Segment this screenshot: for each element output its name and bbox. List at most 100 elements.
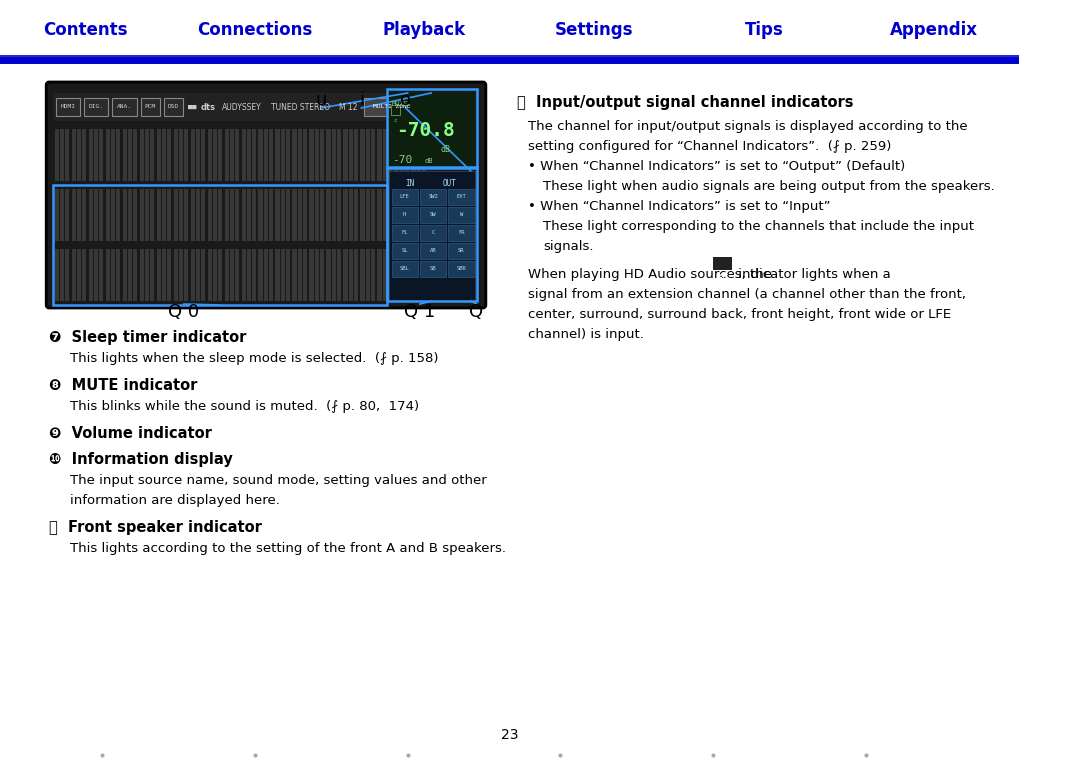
Bar <box>65 129 69 181</box>
Bar <box>89 129 93 181</box>
Bar <box>94 249 98 301</box>
Bar <box>65 189 69 241</box>
Bar <box>139 129 144 181</box>
Bar <box>99 129 104 181</box>
Bar <box>207 129 212 181</box>
Text: C: C <box>431 231 434 235</box>
Bar <box>275 189 280 241</box>
FancyBboxPatch shape <box>46 82 486 308</box>
Bar <box>167 129 172 181</box>
Bar <box>713 257 732 270</box>
Bar <box>56 98 80 116</box>
Bar <box>411 129 416 181</box>
Bar <box>99 189 104 241</box>
Bar <box>218 189 222 241</box>
Bar <box>106 189 110 241</box>
Bar <box>89 249 93 301</box>
Bar <box>190 249 194 301</box>
Text: MUTE: MUTE <box>392 101 408 107</box>
Bar <box>349 189 353 241</box>
Text: • When “Channel Indicators” is set to “Output” (Default): • When “Channel Indicators” is set to “O… <box>528 160 905 173</box>
Bar <box>361 129 365 181</box>
Bar <box>167 249 172 301</box>
Bar <box>370 189 375 241</box>
Bar <box>213 249 217 301</box>
Bar <box>293 189 297 241</box>
Bar <box>382 129 387 181</box>
Bar <box>235 189 239 241</box>
Bar <box>99 249 104 301</box>
Bar <box>242 129 246 181</box>
Bar <box>314 249 319 301</box>
Text: -70: -70 <box>392 155 413 165</box>
Bar <box>448 189 474 205</box>
Text: The input source name, sound mode, setting values and other: The input source name, sound mode, setti… <box>70 474 487 487</box>
Bar <box>164 98 183 116</box>
Bar <box>174 129 178 181</box>
Bar <box>252 249 256 301</box>
Bar <box>71 129 76 181</box>
Text: ❾  Volume indicator: ❾ Volume indicator <box>49 426 212 441</box>
Text: z: z <box>393 117 397 123</box>
Bar <box>275 249 280 301</box>
Bar <box>392 243 418 259</box>
Bar <box>392 189 418 205</box>
Text: SW: SW <box>430 212 436 218</box>
Bar <box>123 249 126 301</box>
Bar <box>298 129 302 181</box>
Bar <box>167 189 172 241</box>
Bar <box>264 129 268 181</box>
Bar <box>195 249 200 301</box>
Text: Contents: Contents <box>42 21 127 39</box>
Bar <box>382 189 387 241</box>
Bar <box>150 189 154 241</box>
Text: SB: SB <box>430 266 436 272</box>
Text: DIG.: DIG. <box>89 104 104 110</box>
Bar <box>225 189 229 241</box>
Bar <box>230 189 234 241</box>
Text: ❿  Information display: ❿ Information display <box>49 452 233 467</box>
Bar <box>326 129 330 181</box>
Text: ❼  Sleep timer indicator: ❼ Sleep timer indicator <box>49 330 246 345</box>
Bar <box>174 249 178 301</box>
Bar <box>225 249 229 301</box>
Bar <box>310 249 313 301</box>
Bar <box>275 129 280 181</box>
Text: ANA.: ANA. <box>117 104 132 110</box>
Text: ⓬  Input/output signal channel indicators: ⓬ Input/output signal channel indicators <box>517 95 853 110</box>
Bar <box>281 189 285 241</box>
Text: When playing HD Audio sources, the: When playing HD Audio sources, the <box>528 268 777 281</box>
Text: dB: dB <box>424 158 433 164</box>
Bar <box>411 249 416 301</box>
Bar <box>269 249 273 301</box>
Bar <box>405 249 409 301</box>
Text: LFE: LFE <box>400 195 409 199</box>
Text: dB: dB <box>441 145 450 154</box>
Text: AUDYSSEY: AUDYSSEY <box>221 103 261 112</box>
Bar <box>59 249 64 301</box>
Bar <box>179 249 183 301</box>
Text: Q 0: Q 0 <box>168 303 200 321</box>
Bar <box>116 189 120 241</box>
Text: SL: SL <box>402 249 408 253</box>
Bar <box>286 189 291 241</box>
Bar <box>391 105 400 115</box>
Text: SW2: SW2 <box>428 195 437 199</box>
Bar <box>150 129 154 181</box>
Bar <box>394 189 399 241</box>
Bar <box>377 249 381 301</box>
Bar <box>389 171 475 301</box>
Bar <box>201 249 205 301</box>
Bar <box>392 261 418 277</box>
Bar <box>94 189 98 241</box>
Text: TUNED STEREO: TUNED STEREO <box>271 103 329 112</box>
Bar <box>246 189 251 241</box>
Bar <box>59 189 64 241</box>
Bar <box>382 249 387 301</box>
Bar <box>235 129 239 181</box>
Bar <box>365 129 369 181</box>
Bar <box>370 129 375 181</box>
Bar <box>405 189 409 241</box>
Bar <box>184 129 188 181</box>
Bar <box>405 129 409 181</box>
